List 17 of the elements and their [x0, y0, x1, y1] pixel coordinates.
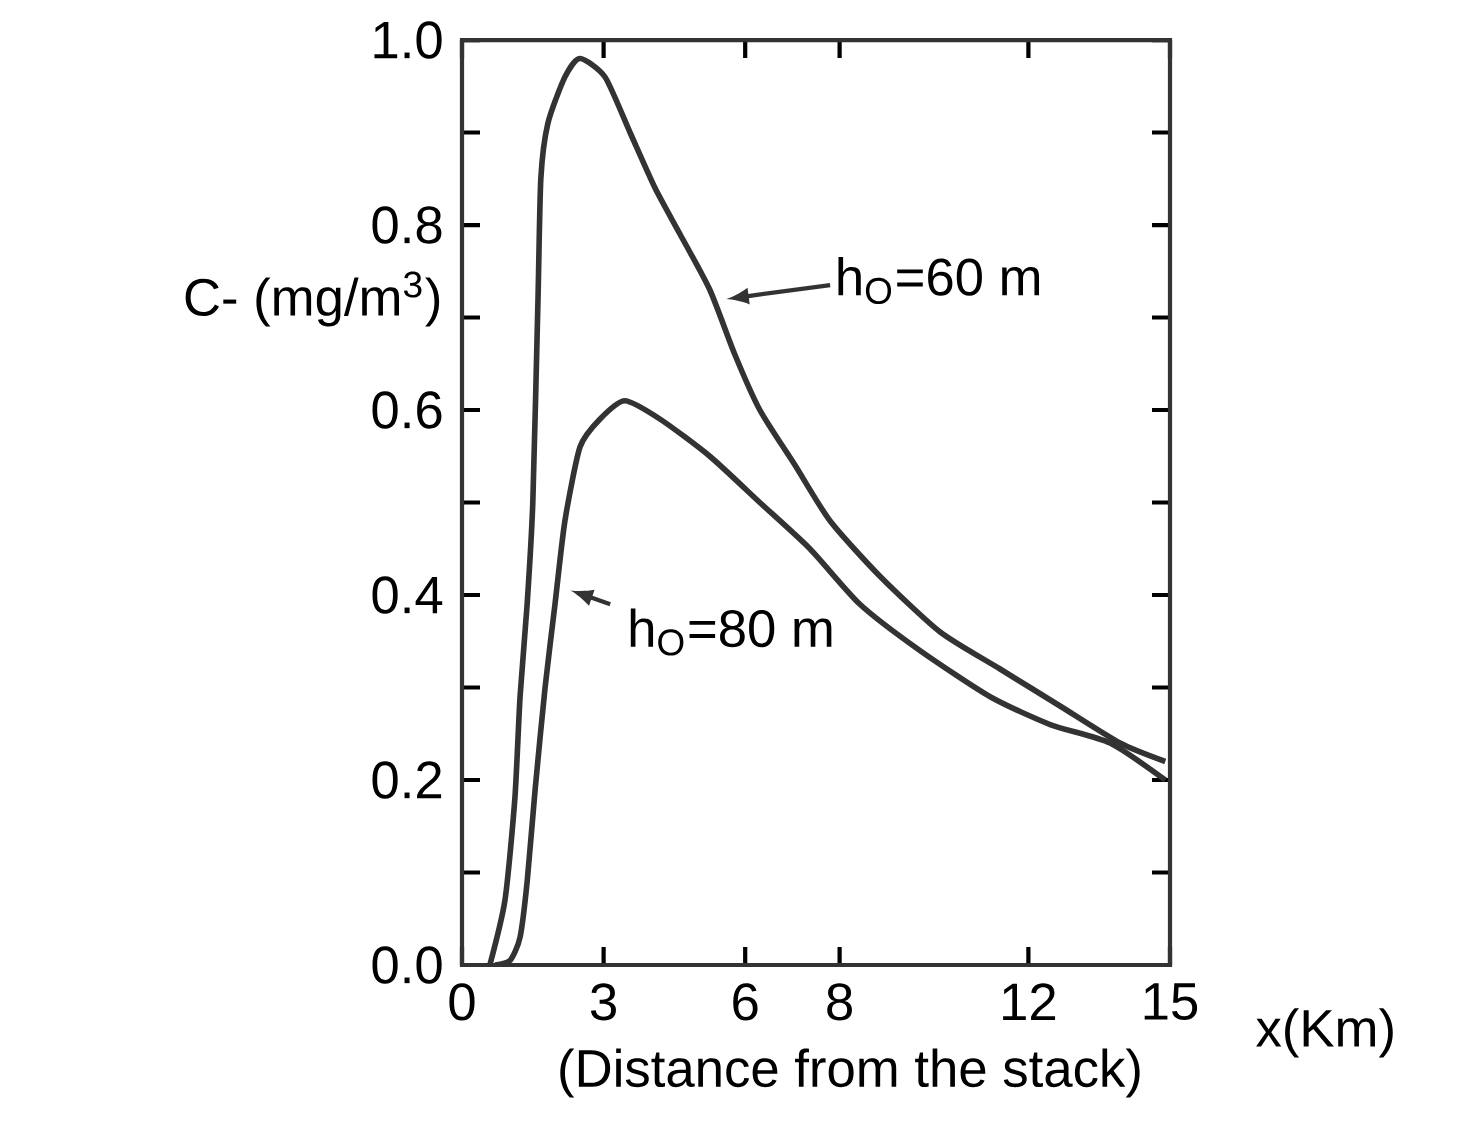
y-tick-label: 1.0	[374, 21, 442, 59]
y-tick-label: 0.4	[372, 576, 443, 614]
x-tick-label: 15	[1144, 983, 1198, 1021]
y-tick-label: 0.8	[372, 206, 442, 244]
y-tick-label: 0.0	[372, 946, 442, 984]
x-tick-label: 12	[1003, 983, 1056, 1021]
x-tick-label: 8	[827, 983, 852, 1021]
y-tick-label: 0.2	[372, 761, 442, 799]
legend-label: h$_{O}$=80 m	[630, 608, 832, 656]
x-tick-label: 0	[449, 983, 475, 1021]
legend-label: h$_{O}$=60 m	[838, 257, 1040, 304]
x-axis-title: x(Km)	[1256, 1008, 1393, 1058]
y-axis-title: C- (mg/m$^{3}$)	[185, 271, 440, 327]
text: (Distance from the stack)	[560, 1048, 1140, 1098]
y-tick-label: 0.6	[372, 391, 442, 429]
x-tick-label: 3	[590, 983, 616, 1021]
x-tick-label: 6	[733, 983, 758, 1021]
